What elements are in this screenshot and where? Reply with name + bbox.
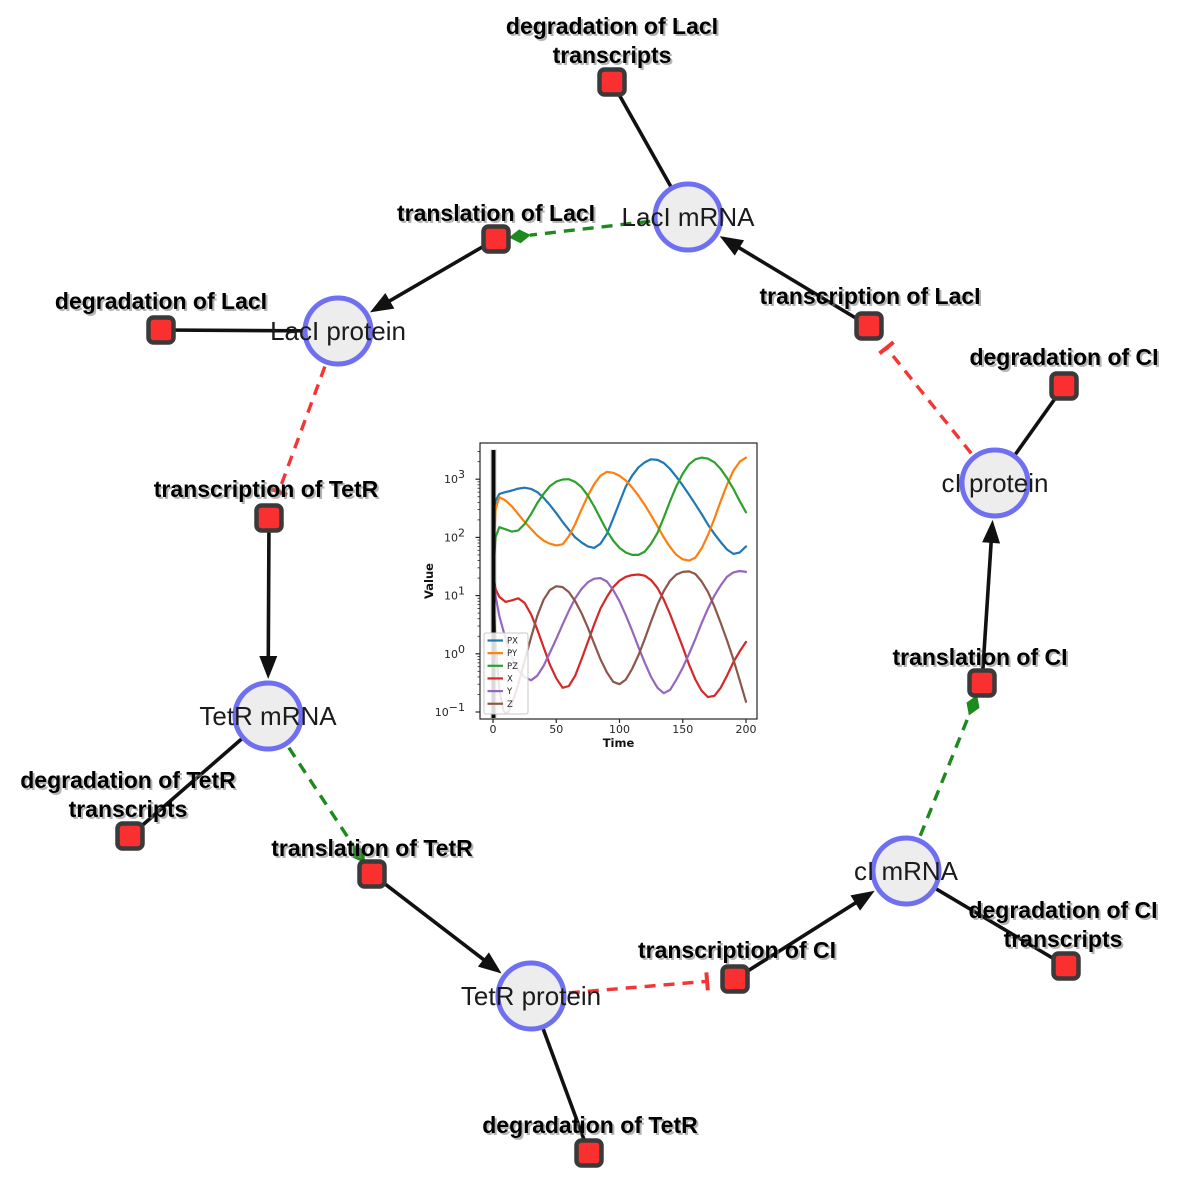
reaction-label-deg-ci-tx-line2: transcripts	[1004, 926, 1123, 952]
edge-transl-laci-laci-prot	[369, 237, 497, 313]
reaction-label-deg-laci-tx-line2: transcripts	[553, 42, 672, 68]
edge-tx-laci-laci-mrna	[719, 236, 870, 328]
labels-layer: LacI mRNA LacI protein TetR mRNA TetR prote…	[20, 13, 1158, 1138]
diamond-arrowhead-icon	[508, 229, 531, 244]
legend-label-X: X	[507, 674, 513, 684]
species-label-tetr-mrna: TetR mRNA	[199, 701, 337, 731]
reaction-node-transl-laci[interactable]	[481, 224, 511, 254]
y-tick-label-10e3: 103	[444, 468, 465, 486]
reaction-node-deg-laci[interactable]	[146, 315, 176, 345]
reaction-label-transl-tetr: translation of TetR	[271, 835, 473, 861]
edge-tx-ci-ci-mrna	[734, 890, 875, 981]
inset-plot: 0 50 100 150 20010−1100101102103TimeValuePXP…	[422, 442, 758, 750]
x-axis-label: Time	[603, 736, 635, 750]
series-line-Y	[491, 569, 748, 695]
reaction-label-deg-ci-tx-line1: degradation of CI	[968, 897, 1157, 923]
arrowhead-icon	[369, 293, 395, 313]
legend-label-PY: PY	[507, 649, 518, 659]
legend-label-PZ: PZ	[507, 662, 518, 672]
series-line-X	[491, 571, 748, 699]
edge-tx-tetr-tetr-mrna	[259, 517, 278, 680]
x-tick-label-200: 200	[736, 723, 757, 736]
legend-label-PX: PX	[507, 637, 518, 647]
reaction-label-deg-laci: degradation of LacI	[55, 288, 267, 314]
inhibition-tee-icon	[269, 486, 288, 497]
species-node-ci-mrna[interactable]	[870, 835, 942, 907]
species-label-laci-prot: LacI protein	[270, 316, 406, 346]
arrowhead-icon	[477, 952, 502, 974]
plot-series-layer	[491, 456, 748, 715]
species-label-tetr-prot: TetR protein	[461, 981, 601, 1011]
y-axis-label: Value	[422, 563, 436, 599]
reaction-node-deg-ci-tx[interactable]	[1051, 951, 1081, 981]
reaction-label-deg-tetr-tx-line1: degradation of TetR	[20, 767, 236, 793]
species-label-ci-mrna: cI mRNA	[854, 856, 959, 886]
series-line-PX	[491, 458, 748, 555]
reaction-label-deg-ci: degradation of CI	[969, 344, 1158, 370]
diamond-arrowhead-icon	[966, 695, 980, 716]
y-tick-label-10e0: 100	[444, 643, 465, 661]
series-line-PZ	[491, 456, 748, 580]
reaction-node-tx-laci[interactable]	[854, 311, 884, 341]
edge-transl-tetr-tetr-prot	[370, 872, 502, 974]
reaction-label-transl-ci: translation of CI	[892, 644, 1067, 670]
species-label-laci-mrna: LacI mRNA	[622, 202, 756, 232]
reaction-node-deg-ci[interactable]	[1049, 371, 1079, 401]
reaction-node-transl-tetr[interactable]	[357, 859, 387, 889]
y-tick-label-10e2: 102	[444, 526, 465, 544]
reaction-label-tx-ci: transcription of CI	[638, 937, 836, 963]
x-tick-label-100: 100	[609, 723, 630, 736]
legend-box	[483, 632, 529, 715]
series-line-PY	[491, 456, 748, 569]
reaction-node-deg-laci-tx[interactable]	[597, 67, 627, 97]
reaction-label-deg-laci-tx-line1: degradation of LacI	[506, 13, 718, 39]
x-tick-label-150: 150	[672, 723, 693, 736]
reaction-label-tx-tetr: transcription of TetR	[154, 476, 379, 502]
species-node-laci-mrna[interactable]	[652, 181, 724, 253]
reaction-nodes-layer	[115, 67, 1081, 1168]
reaction-node-deg-tetr-tx[interactable]	[115, 821, 145, 851]
inhibition-tee-icon	[878, 340, 895, 356]
species-nodes-layer	[232, 181, 1031, 1032]
arrowhead-icon	[719, 236, 745, 256]
arrowhead-icon	[259, 655, 278, 680]
reaction-label-deg-tetr-tx-line2: transcripts	[69, 796, 188, 822]
plot-axes-box	[479, 442, 758, 720]
legend-label-Y: Y	[506, 687, 513, 697]
species-node-tetr-prot[interactable]	[495, 960, 567, 1032]
species-node-ci-prot[interactable]	[959, 447, 1031, 519]
y-tick-label-10e-1: 10−1	[435, 701, 465, 719]
arrowhead-icon	[850, 890, 875, 911]
reaction-node-deg-tetr[interactable]	[574, 1138, 604, 1168]
reaction-label-tx-laci: transcription of LacI	[759, 283, 980, 309]
y-tick-label-10e1: 101	[444, 585, 465, 603]
edge-transl-ci-ci-prot	[980, 519, 1001, 684]
species-node-laci-prot[interactable]	[302, 295, 374, 367]
species-node-tetr-mrna[interactable]	[232, 680, 304, 752]
inhibition-tee-icon	[704, 972, 710, 991]
arrowhead-icon	[982, 519, 1001, 544]
reaction-node-transl-ci[interactable]	[967, 668, 997, 698]
species-label-ci-prot: cI protein	[942, 468, 1049, 498]
legend-label-Z: Z	[507, 700, 513, 710]
diamond-arrowhead-icon	[352, 844, 365, 864]
x-tick-label-50: 50	[549, 723, 563, 736]
reaction-node-tx-ci[interactable]	[720, 964, 750, 994]
reaction-label-transl-laci: translation of LacI	[397, 200, 595, 226]
reaction-label-deg-tetr: degradation of TetR	[482, 1112, 698, 1138]
series-line-Z	[491, 570, 748, 715]
x-tick-label-0: 0	[490, 723, 497, 736]
plot-legend: PX PY PZ XYZ	[483, 632, 529, 715]
reaction-node-tx-tetr[interactable]	[254, 503, 284, 533]
